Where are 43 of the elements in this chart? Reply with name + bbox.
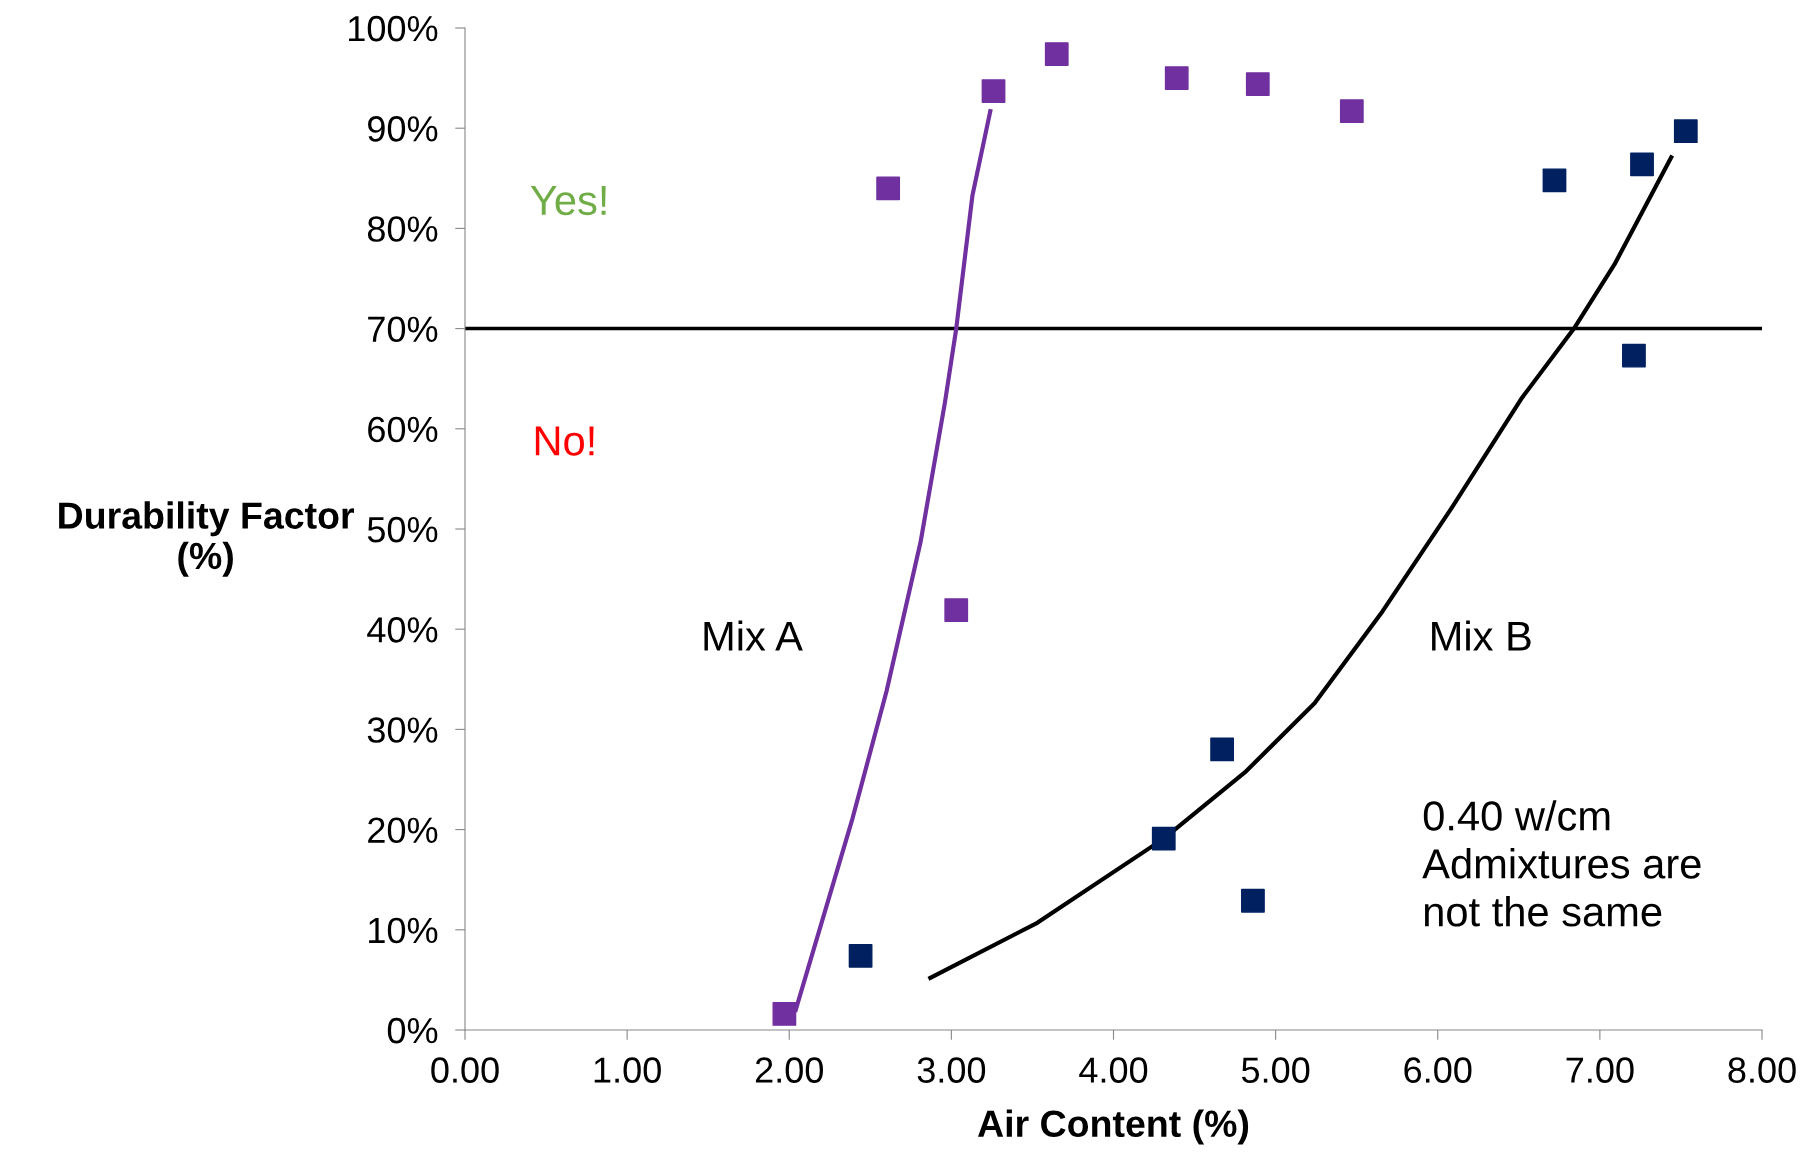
x-tick-label: 8.00 bbox=[1728, 1057, 1796, 1083]
x-tick-label: 3.00 bbox=[917, 1057, 986, 1083]
y-tick-label: 0% bbox=[387, 1017, 438, 1044]
y-tick-label: 70% bbox=[368, 316, 438, 343]
y-tick-label: 90% bbox=[368, 116, 438, 142]
y-axis-title: Durability Factor (%) bbox=[59, 501, 355, 577]
annotation: 0.40 w/cm Admixtures are not the same bbox=[1422, 800, 1701, 927]
y-tick-label: 20% bbox=[368, 817, 438, 844]
point bbox=[1630, 152, 1654, 177]
x-tick-label: 7.00 bbox=[1566, 1057, 1634, 1083]
y-tick-label: 60% bbox=[368, 416, 438, 443]
y-tick-label: 30% bbox=[367, 717, 438, 743]
y-tick-label: 100% bbox=[349, 15, 438, 42]
point bbox=[1542, 168, 1567, 193]
x-tick-label: 4.00 bbox=[1079, 1057, 1148, 1083]
point bbox=[772, 1002, 797, 1026]
x-axis-title: Air Content (%) bbox=[978, 1109, 1249, 1145]
y-tick-label: 80% bbox=[367, 216, 438, 242]
y-tick-label: 10% bbox=[369, 917, 438, 944]
x-tick-label: 2.00 bbox=[755, 1057, 823, 1083]
x-tick-label: 6.00 bbox=[1404, 1057, 1472, 1083]
point bbox=[1210, 737, 1235, 762]
annotation: Mix B bbox=[1432, 620, 1531, 651]
y-tick-label: 50% bbox=[367, 516, 438, 543]
annotation: No! bbox=[535, 426, 594, 456]
point bbox=[848, 943, 873, 968]
point bbox=[944, 598, 969, 623]
point bbox=[1622, 343, 1646, 368]
point bbox=[1673, 119, 1698, 144]
annotation: Yes! bbox=[530, 186, 606, 216]
point bbox=[1241, 888, 1265, 913]
x-tick-label: 1.00 bbox=[594, 1057, 661, 1083]
point bbox=[1245, 72, 1270, 97]
point bbox=[1339, 99, 1364, 124]
point bbox=[981, 79, 1006, 104]
point bbox=[1044, 42, 1069, 66]
x-tick-label: 0.00 bbox=[431, 1057, 499, 1083]
point bbox=[876, 176, 901, 201]
y-tick-label: 40% bbox=[367, 617, 438, 643]
point bbox=[1164, 66, 1189, 90]
annotation: Mix A bbox=[704, 620, 803, 651]
x-tick-label: 5.00 bbox=[1241, 1057, 1310, 1083]
point bbox=[1151, 826, 1176, 851]
